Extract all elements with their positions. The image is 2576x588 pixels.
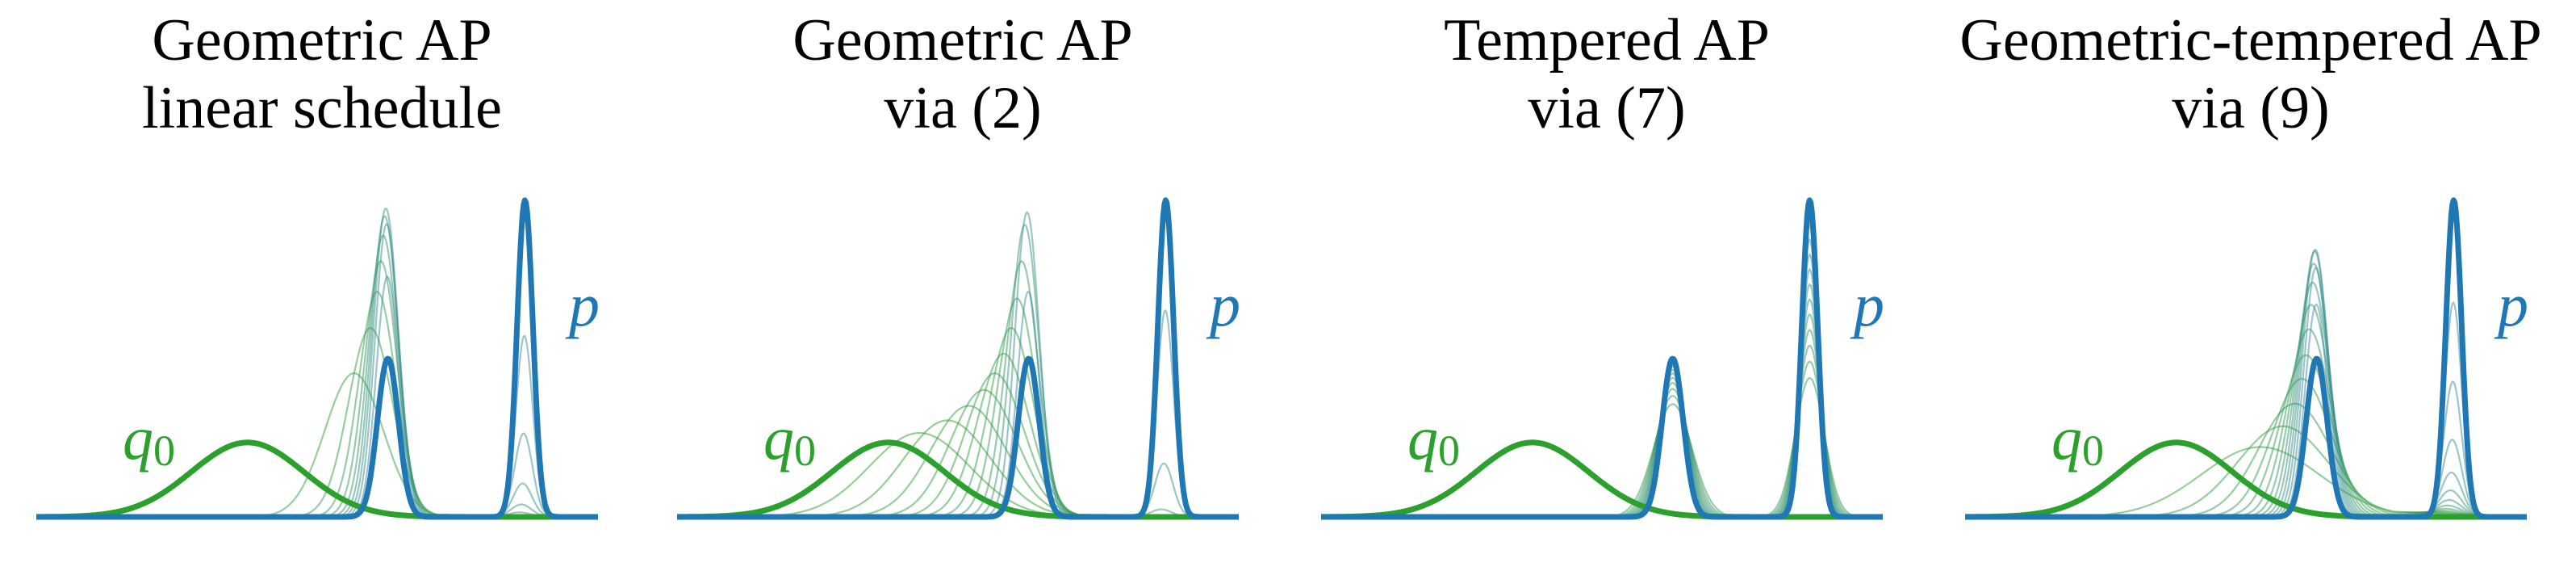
q0-density-line — [34, 439, 600, 520]
q0-density-line — [1319, 439, 1885, 520]
density-plot — [1963, 197, 2529, 520]
title-line-1: Tempered AP — [1444, 7, 1770, 74]
density-plot — [1319, 197, 1885, 520]
title-line-2: via (7) — [1528, 75, 1686, 141]
q0-density-line — [675, 439, 1241, 520]
p-label: p — [2498, 271, 2528, 339]
p-density-line — [675, 197, 1241, 520]
p-label: p — [569, 271, 600, 339]
p-density-line — [34, 197, 600, 520]
subplot-title: Geometric AP linear schedule — [0, 6, 644, 142]
title-line-1: Geometric-tempered AP — [1959, 7, 2542, 74]
title-line-1: Geometric AP — [152, 7, 492, 74]
subplot-title: Geometric-tempered AP via (9) — [1929, 6, 2573, 142]
title-line-2: via (9) — [2172, 75, 2330, 141]
p-label: p — [1854, 271, 1884, 339]
p-density-line — [1963, 197, 2529, 520]
title-line-1: Geometric AP — [792, 7, 1133, 74]
p-label: p — [1210, 271, 1240, 339]
q0-density-line — [1963, 439, 2529, 520]
subplot-title: Geometric AP via (2) — [641, 6, 1285, 142]
title-line-2: linear schedule — [142, 75, 502, 141]
subplot-1: Geometric AP linear schedule q0 p — [0, 0, 644, 588]
subplot-4: Geometric-tempered AP via (9) q0 p — [1929, 0, 2573, 588]
subplot-2: Geometric AP via (2) q0 p — [641, 0, 1285, 588]
subplot-title: Tempered AP via (7) — [1285, 6, 1929, 142]
q0-label: q0 — [123, 405, 175, 475]
density-plot — [675, 197, 1241, 520]
p-density-line — [1319, 197, 1885, 520]
density-plot — [34, 197, 600, 520]
q0-label: q0 — [763, 405, 816, 475]
q0-label: q0 — [2051, 405, 2104, 475]
q0-label: q0 — [1407, 405, 1460, 475]
subplot-3: Tempered AP via (7) q0 p — [1285, 0, 1929, 588]
title-line-2: via (2) — [884, 75, 1042, 141]
